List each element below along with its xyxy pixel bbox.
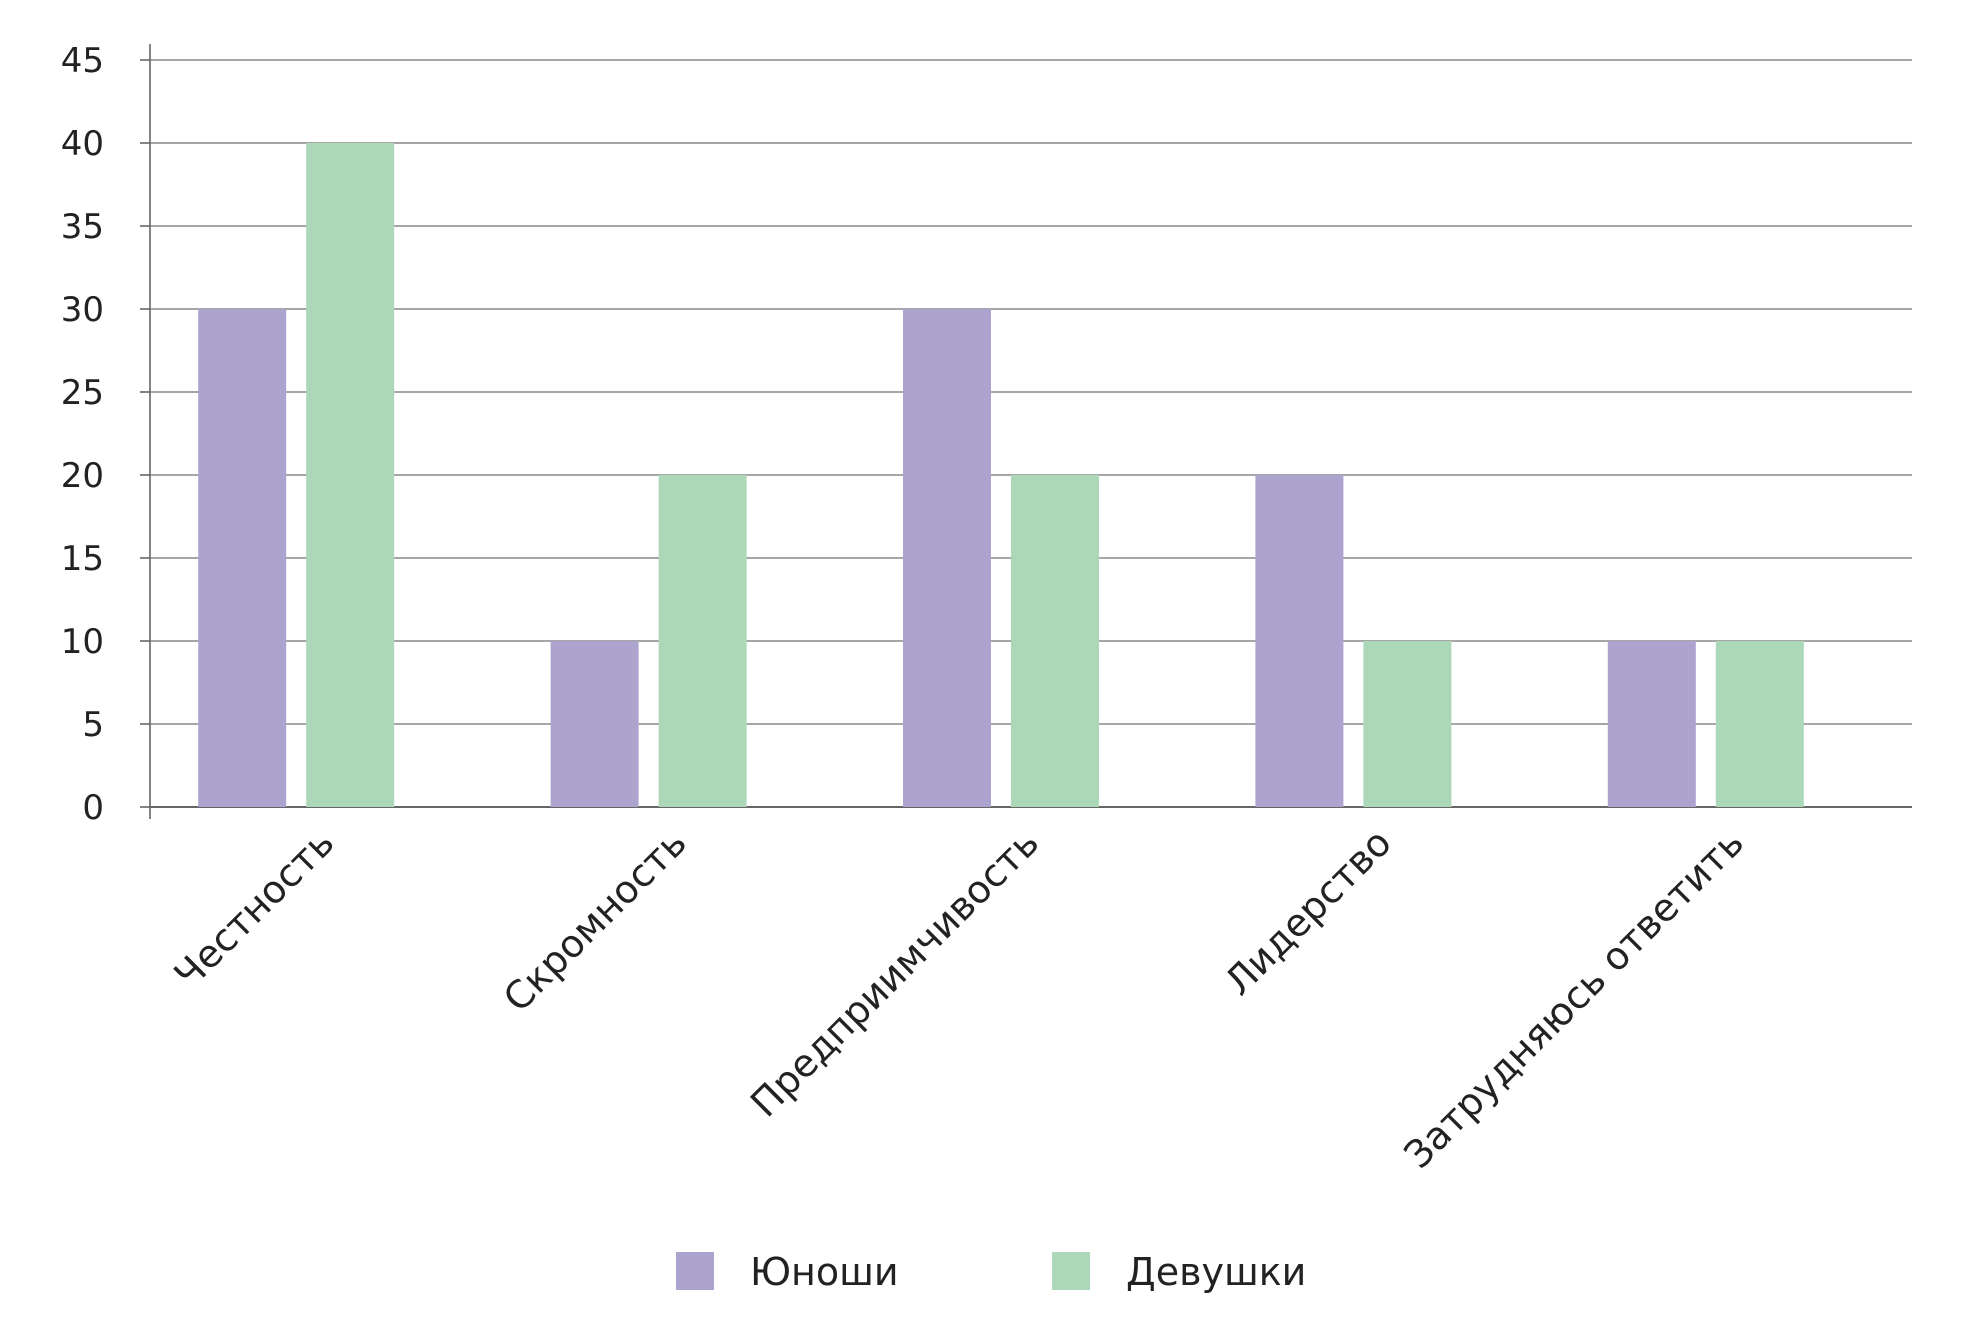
legend: Юноши Девушки: [676, 1250, 1306, 1294]
y-tick-label: 20: [61, 456, 104, 496]
y-tick-label: 30: [61, 290, 104, 330]
bar-series-1: [550, 641, 639, 807]
x-category-label: Затрудняюсь ответить: [1396, 820, 1753, 1177]
bar-series-1: [198, 309, 287, 807]
y-tick-label: 0: [82, 788, 104, 828]
y-axis-tick-labels: 0 5 10 15 20 25 30 35 40 45: [61, 41, 104, 828]
bar-series-1: [1607, 641, 1696, 807]
y-tick-label: 15: [61, 539, 104, 579]
legend-swatch: [1052, 1252, 1090, 1290]
x-axis-category-labels: Честность Скромность Предприимчивость Лидер…: [166, 820, 1752, 1177]
y-tick-label: 35: [61, 207, 104, 247]
bars: [198, 143, 1804, 807]
gridlines: [150, 59, 1912, 725]
y-tick-label: 45: [61, 41, 104, 81]
bar-series-2: [306, 143, 395, 807]
x-category-label: Лидерство: [1216, 820, 1400, 1004]
x-category-label: Скромность: [495, 820, 695, 1020]
bar-series-1: [1255, 475, 1344, 807]
legend-label: Юноши: [750, 1250, 899, 1294]
y-tick-label: 40: [61, 124, 104, 164]
bar-series-2: [1715, 641, 1804, 807]
legend-swatch: [676, 1252, 714, 1290]
x-category-label: Честность: [166, 820, 343, 997]
y-tick-label: 10: [61, 622, 104, 662]
legend-label: Девушки: [1126, 1250, 1306, 1294]
bar-series-2: [1363, 641, 1452, 807]
x-category-label: Предприимчивость: [742, 820, 1047, 1125]
bar-series-2: [658, 475, 747, 807]
bar-series-1: [903, 309, 991, 807]
bar-series-2: [1011, 475, 1099, 807]
y-tick-label: 25: [61, 373, 104, 413]
y-tick-label: 5: [82, 705, 104, 745]
